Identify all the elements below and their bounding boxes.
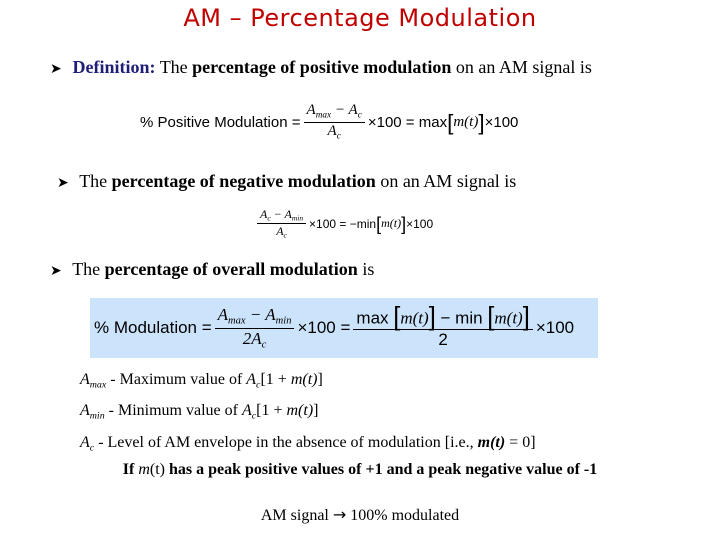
def-ac-sym: A (80, 433, 90, 451)
eq2-num-mid: − A (270, 207, 292, 221)
definition-ac: Ac - Level of AM envelope in the absence… (80, 430, 536, 461)
def-amin-expr-c: ] (313, 402, 319, 420)
bullet-positive-modulation: ➤ Definition: The percentage of positive… (50, 56, 592, 80)
def-ac-text: - Level of AM envelope in the absence of… (94, 433, 478, 451)
definition-label: Definition: (72, 57, 156, 77)
def-amin-expr-m: m(t) (286, 402, 314, 420)
eq3-rnum-a: max (356, 309, 389, 329)
def-amax-expr-c: ] (317, 371, 323, 388)
note1-text: has a peak positive values of +1 and a p… (168, 461, 598, 478)
eq1-den-sub: c (336, 131, 341, 142)
def-amax-expr-b: [1 + (260, 371, 291, 388)
eq3-num-sub: max (228, 315, 246, 327)
equation-negative-modulation: Ac − Amin Ac ×100 = −min [m(t)] ×100 (254, 208, 433, 240)
eq3-lhs: % Modulation = (94, 318, 212, 337)
eq1-num-sub: max (315, 110, 332, 121)
eq3-rnum-m2: m(t) (494, 309, 523, 329)
note1-if: If (122, 461, 135, 478)
def-amin-expr-a: A (241, 402, 252, 420)
eq2-den-sub: c (283, 230, 287, 240)
eq2-mid: ×100 = −min (309, 216, 377, 231)
eq1-lhs: % Positive Modulation = (140, 114, 301, 131)
eq3-den-sub: c (261, 339, 267, 351)
eq1-num: A (306, 102, 316, 118)
equation-highlight-box (90, 298, 598, 358)
bullet3-bold: percentage of overall modulation (104, 259, 358, 279)
def-amin-sub: min (89, 410, 105, 422)
eq3-num-sub2: min (275, 315, 292, 327)
definition-amax: Amax - Maximum value of Ac[1 + m(t)] (80, 367, 536, 398)
eq2-tail: ×100 (406, 216, 434, 231)
symbol-definitions: Amax - Maximum value of Ac[1 + m(t)] Ami… (80, 367, 536, 461)
eq3-mid: ×100 = (297, 318, 351, 337)
def-amin-text: - Minimum value of (104, 402, 242, 420)
eq3-rden: 2 (438, 329, 448, 349)
bullet2-post: on an AM signal is (380, 171, 517, 191)
eq2-fraction: Ac − Amin Ac (257, 207, 307, 240)
eq2-den: A (276, 224, 284, 239)
note1-m: m (138, 461, 150, 478)
def-amin-expr-sub: c (251, 410, 257, 422)
eq2-m: m(t) (381, 216, 402, 231)
eq1-m: m(t) (453, 114, 479, 130)
eq3-fraction-right: max [m(t)] − min [m(t)] 2 (353, 305, 533, 349)
page-title: AM – Percentage Modulation (183, 4, 537, 32)
eq3-num-mid: − A (245, 304, 276, 324)
eq1-num-mid: − A (331, 102, 358, 118)
eq3-num: A (217, 304, 229, 324)
def-amax-expr-sub: c (256, 379, 261, 391)
eq3-fraction-left: Amax − Amin 2Ac (214, 304, 295, 351)
def-ac-m: m(t) (477, 433, 506, 451)
right-arrow-icon: → (332, 505, 347, 524)
eq1-fraction: Amax − Ac Ac (303, 102, 365, 142)
bullet1-bold: percentage of positive modulation (192, 57, 452, 77)
eq2-num-sub2: min (291, 213, 304, 223)
note-result: AM signal → 100% modulated (0, 505, 720, 525)
eq3-rnum-m: m(t) (400, 309, 429, 329)
eq2-num-sub: c (267, 213, 271, 223)
arrow-bullet-icon: ➤ (57, 175, 69, 191)
def-ac-sub: c (89, 442, 95, 454)
bullet2-bold: percentage of negative modulation (111, 171, 376, 191)
arrow-bullet-icon: ➤ (50, 61, 62, 77)
eq3-rnum-b: − min (440, 309, 483, 329)
def-amax-expr-a: A (246, 371, 257, 388)
def-ac-end: = 0] (505, 433, 536, 451)
note1-t: (t) (149, 461, 165, 478)
def-amax-expr-m: m(t) (290, 371, 318, 388)
note-peak-values: If m(t) has a peak positive values of +1… (0, 461, 720, 479)
def-amax-text: - Maximum value of (106, 371, 247, 388)
equation-positive-modulation: % Positive Modulation = Amax − Ac Ac ×10… (140, 102, 519, 142)
note2-modulated: 100% modulated (350, 507, 460, 524)
eq1-tail: ×100 (484, 114, 519, 131)
eq2-num: A (260, 207, 268, 221)
definition-amin: Amin - Minimum value of Ac[1 + m(t)] (80, 398, 536, 429)
bullet1-post: on an AM signal is (455, 57, 592, 77)
equation-overall-modulation: % Modulation = Amax − Amin 2Ac ×100 = ma… (94, 302, 574, 354)
def-amin-sym: A (80, 402, 90, 420)
eq3-den: 2A (242, 328, 262, 348)
bullet3-post: is (362, 259, 375, 279)
arrow-bullet-icon: ➤ (50, 263, 62, 279)
def-amax-sym: A (80, 371, 90, 388)
def-amax-sub: max (89, 379, 107, 391)
eq1-den: A (327, 123, 337, 139)
bullet-negative-modulation: ➤ The percentage of negative modulation … (57, 170, 516, 194)
bullet2-pre: The (79, 171, 108, 191)
def-amin-expr-b: [1 + (256, 402, 287, 420)
eq3-tail: ×100 (535, 318, 575, 337)
eq1-times100: ×100 = max (367, 114, 448, 131)
eq1-num-sub2: c (357, 110, 362, 121)
bullet-overall-modulation: ➤ The percentage of overall modulation i… (50, 258, 374, 282)
bullet1-pre: The (159, 57, 188, 77)
note2-am-signal: AM signal (260, 507, 329, 524)
bullet3-pre: The (72, 259, 101, 279)
